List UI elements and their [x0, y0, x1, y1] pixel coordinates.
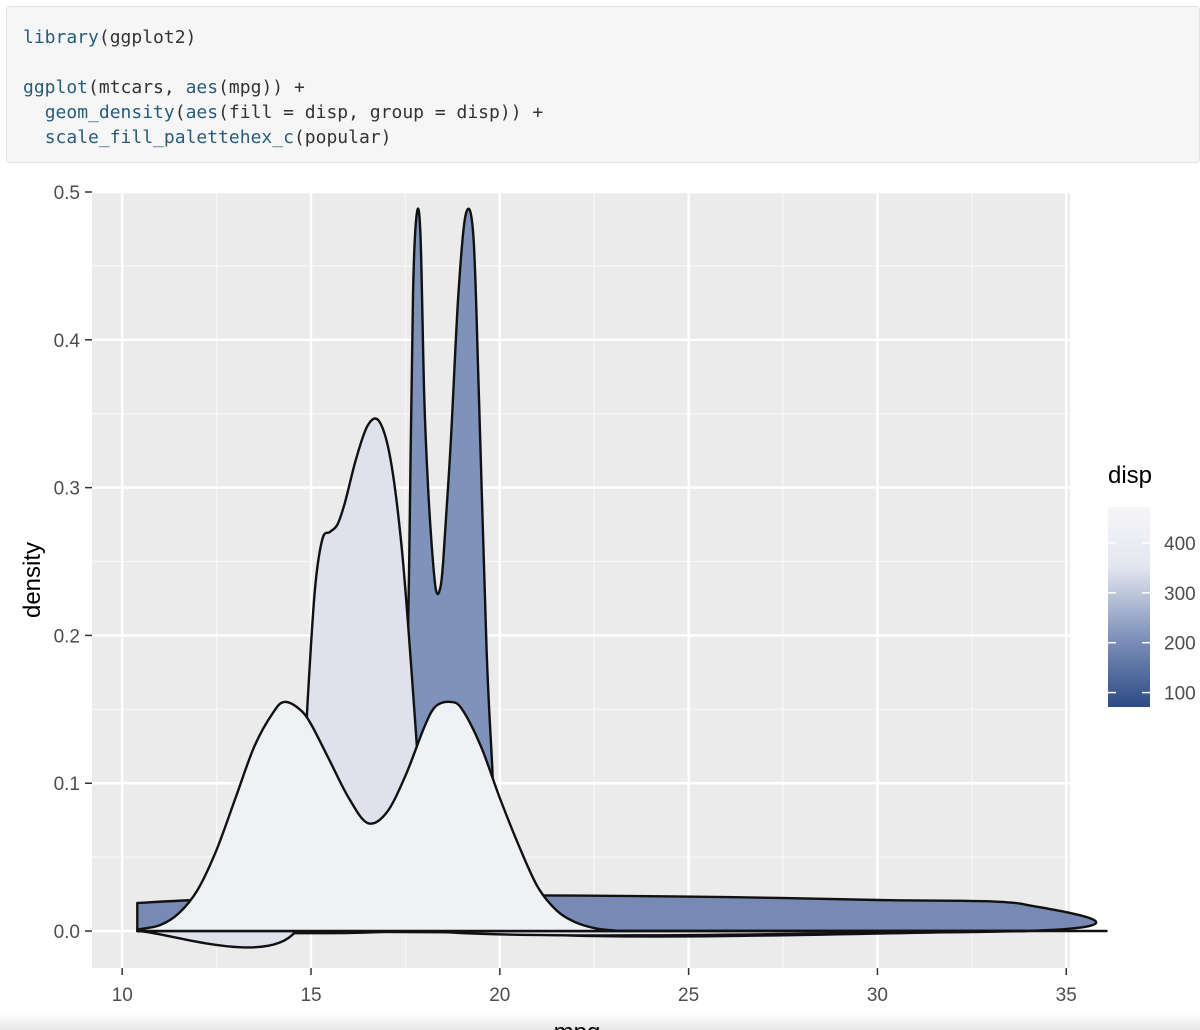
density-area-3: [136, 700, 1108, 933]
x-tick-label: 15: [300, 985, 321, 1006]
code-text: (: [174, 102, 186, 123]
code-function: ggplot: [23, 77, 89, 98]
code-function: aes: [185, 102, 219, 123]
x-tick-label: 35: [1056, 985, 1077, 1006]
x-tick-label: 10: [112, 985, 133, 1006]
x-tick-label: 25: [678, 985, 699, 1006]
code-line: library(ggplot2): [23, 25, 196, 51]
legend-label: 200: [1164, 634, 1196, 655]
code-text: (popular): [293, 127, 392, 148]
x-axis-title: mpg: [554, 1019, 601, 1030]
code-line: scale_fill_palettehex_c(popular): [23, 125, 392, 151]
code-function: aes: [185, 77, 219, 98]
code-function: scale_fill_palettehex_c: [44, 127, 294, 148]
code-function: library: [23, 27, 99, 48]
legend-title: disp: [1108, 462, 1152, 489]
y-tick-label: 0.5: [54, 183, 80, 204]
code-text: (mtcars,: [88, 77, 186, 98]
code-text: (fill = disp, group = disp)) +: [218, 102, 544, 123]
y-tick-label: 0.4: [54, 331, 81, 352]
code-text: (mpg)) +: [218, 77, 305, 98]
y-tick-label: 0.1: [54, 774, 80, 795]
x-tick-label: 30: [867, 985, 888, 1006]
legend-colorbar: [1108, 507, 1150, 707]
y-axis-title: density: [19, 542, 46, 618]
x-tick-label: 20: [489, 985, 510, 1006]
code-block: library(ggplot2) ggplot(mtcars, aes(mpg))…: [6, 6, 1200, 163]
y-tick-label: 0.0: [54, 922, 80, 943]
y-tick-label: 0.2: [54, 626, 80, 647]
code-line: ggplot(mtcars, aes(mpg)) +: [23, 75, 305, 101]
code-text: (ggplot2): [98, 27, 197, 48]
y-tick-label: 0.3: [54, 479, 80, 500]
code-line: geom_density(aes(fill = disp, group = di…: [23, 100, 544, 126]
code-function: geom_density: [44, 102, 175, 123]
legend-label: 100: [1164, 684, 1196, 705]
legend-label: 300: [1164, 584, 1196, 605]
bottom-shadow: [0, 1014, 1200, 1030]
legend-label: 400: [1164, 534, 1196, 555]
